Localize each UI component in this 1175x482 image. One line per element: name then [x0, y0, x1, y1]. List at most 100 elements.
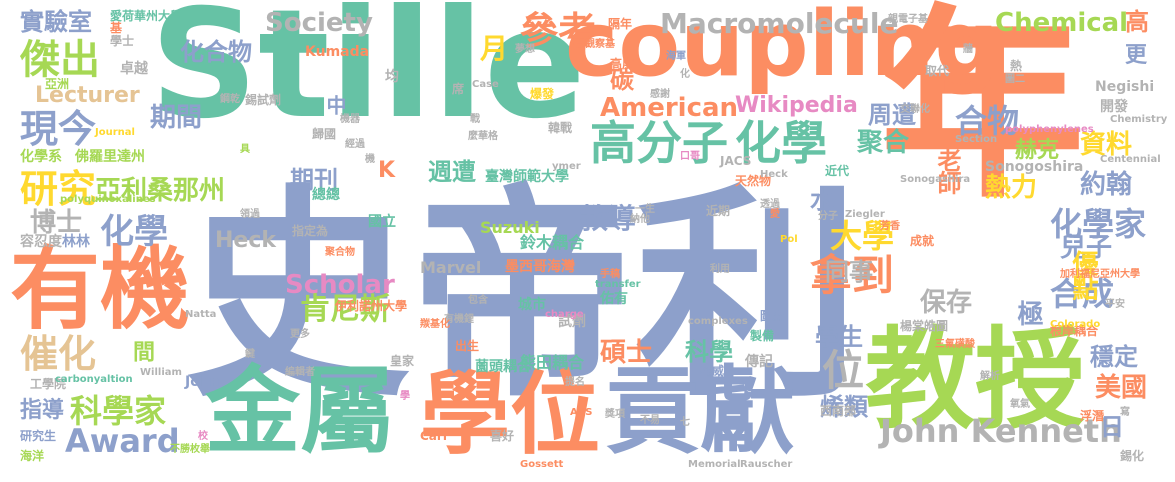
word-cjk-56: 周遭: [868, 101, 916, 129]
word-cjk-189: 解析: [980, 371, 1000, 382]
word-cjk-37: 間: [129, 340, 154, 361]
word-cjk-174: 不易: [640, 415, 660, 426]
word-cjk-130: 近期: [706, 204, 731, 218]
word-cjk-118: 寫: [1120, 407, 1130, 418]
word-cjk-183: 鍵: [245, 349, 255, 360]
word-cjk-167: 夢想: [515, 44, 535, 55]
word-cjk-18: 催化: [20, 332, 97, 376]
word-cjk-73: 取代: [925, 64, 950, 78]
word-cjk-193: 具: [240, 144, 250, 155]
word-john: John: [185, 374, 220, 390]
word-cjk-181: 芳香: [880, 221, 900, 232]
word-gossett: Gossett: [520, 459, 564, 470]
word-cjk-168: 領過: [240, 209, 260, 220]
word-society: Society: [265, 8, 373, 38]
word-cjk-2: 年: [880, 0, 1085, 226]
word-cjk-45: 大學: [830, 217, 895, 255]
word-scholar: Scholar: [285, 270, 395, 300]
word-cjk-108: 權威: [700, 364, 725, 378]
word-sonogoshira: Sonogoshira: [985, 159, 1084, 175]
word-cjk-95: 城市: [518, 297, 546, 313]
word-cjk-80: 佛羅里達州: [75, 149, 145, 165]
word-cjk-180: 透過: [760, 199, 780, 210]
word-memorial: Memorial: [688, 459, 741, 470]
word-cjk-40: 約翰: [1080, 170, 1133, 200]
word-heck: Heck: [760, 169, 788, 180]
word-cjk-63: 同事: [825, 258, 873, 286]
word-carl: Carl: [420, 429, 447, 443]
word-cjk-164: 利用: [710, 264, 730, 275]
word-cjk-81: 研究生: [20, 429, 57, 443]
word-cjk-41: 化學家: [1050, 205, 1147, 243]
word-complexes: complexes: [688, 316, 748, 327]
word-cjk-52: 烯類: [820, 393, 868, 421]
word-cjk-165: 愛: [770, 209, 780, 220]
word-cjk-177: 華格: [478, 131, 498, 142]
word-cjk-11: 參考: [520, 9, 597, 53]
word-centennial: Centennial: [1100, 154, 1161, 165]
word-cjk-93: 國立: [368, 214, 396, 230]
word-cjk-104: 試劑: [558, 314, 586, 330]
word-cjk-102: 薗頭耦合: [475, 359, 531, 375]
word-cjk-162: 手稿: [600, 269, 620, 280]
word-cjk-21: 指導: [20, 398, 65, 423]
word-cjk-115: 加利福尼亞州大學: [1060, 269, 1140, 280]
word-cjk-43: 拿到: [810, 251, 895, 300]
word-charge: charge: [545, 309, 584, 320]
word-cjk-110: 根岸耦合: [1050, 324, 1099, 338]
word-cjk-125: 爆發: [530, 87, 555, 101]
word-cjk-82: 海洋: [20, 449, 45, 463]
word-cjk-1: 史帝利: [185, 166, 860, 428]
word-cjk-94: 伊利諾州大學: [335, 299, 408, 313]
word-cjk-173: 七: [680, 417, 690, 428]
word-cjk-14: 研究: [20, 167, 97, 211]
word-cjk-17: 博士: [30, 208, 83, 238]
word-cjk-9: 高分子: [590, 116, 728, 170]
word-cjk-128: 歸國: [312, 127, 337, 141]
word-cjk-10: 化學: [735, 116, 827, 170]
word-cjk-46: 優點: [1068, 250, 1098, 299]
word-cjk-111: 楊棠皓圖: [900, 319, 949, 333]
word-cjk-163: 一生: [635, 204, 655, 215]
word-cjk-192: 機器: [340, 114, 360, 125]
word-cjk-31: 中: [323, 95, 347, 114]
word-cjk-13: 現今: [20, 107, 97, 151]
word-rauscher: Rauscher: [740, 459, 793, 470]
word-cjk-170: 編輯者: [285, 367, 315, 378]
word-cjk-129: 指定為: [292, 224, 329, 238]
word-william: William: [140, 367, 182, 378]
word-polyquinoxalines: polyquinoxalines: [60, 194, 156, 205]
word-cjk-133: 總總: [312, 187, 340, 203]
word-cjk-34: 週遭: [428, 158, 476, 186]
word-cjk-8: 有機: [10, 237, 190, 342]
word-cjk-61: 位: [822, 346, 865, 395]
word-cjk-124: 海軍: [666, 51, 686, 62]
word-cjk-16: 化學: [100, 212, 168, 252]
word-cjk-57: 聚合: [857, 128, 910, 158]
word-cjk-24: 實驗室: [20, 8, 92, 36]
word-cjk-92: 熊田耦合: [520, 353, 585, 372]
word-cjk-59: 老師: [933, 148, 961, 194]
word-cjk-30: 期間: [150, 103, 203, 133]
word-cjk-62: 教導: [580, 202, 637, 235]
word-john-kenneth: John Kenneth: [880, 412, 1122, 450]
word-cjk-4: 教授: [865, 316, 1085, 444]
word-cjk-171: 學: [400, 391, 410, 402]
word-american: American: [600, 93, 739, 123]
word-ymer: ymer: [552, 161, 581, 172]
word-cjk-196: 更多: [290, 329, 310, 340]
word-cjk-77: 學士: [110, 34, 135, 48]
word-cjk-67: 更: [1125, 43, 1148, 68]
word-cjk-184: 麼: [468, 131, 478, 142]
word-lecturer: Lecturer: [35, 83, 140, 108]
word-cjk-5: 金屬: [205, 357, 396, 467]
word-cjk-100: 出生: [455, 339, 480, 353]
word-cjk-121: 隔年: [608, 17, 633, 31]
word-carbonyaltion: carbonyaltion: [55, 374, 133, 385]
word-cjk-103: 佑有: [600, 291, 628, 307]
word-cjk-53: 美國: [1095, 373, 1148, 403]
word-cjk-107: 傳記: [745, 354, 773, 370]
word-chemistry: Chemistry: [1110, 114, 1168, 125]
word-cjk-105: 圖森: [760, 309, 785, 323]
